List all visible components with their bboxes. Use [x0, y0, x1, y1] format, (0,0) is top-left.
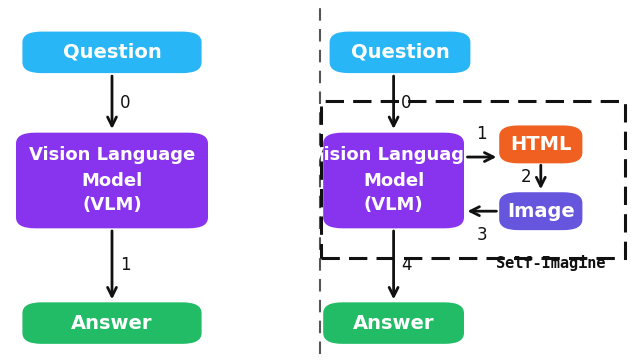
Text: Image: Image [507, 202, 575, 221]
Text: Question: Question [63, 43, 161, 62]
Text: HTML: HTML [510, 135, 572, 154]
FancyBboxPatch shape [323, 303, 464, 344]
FancyBboxPatch shape [499, 192, 582, 230]
Text: 0: 0 [401, 93, 412, 112]
Text: 4: 4 [401, 256, 412, 274]
FancyBboxPatch shape [499, 126, 582, 163]
FancyBboxPatch shape [330, 32, 470, 73]
Text: Vision Language
Model
(VLM): Vision Language Model (VLM) [29, 147, 195, 214]
Text: 1: 1 [120, 256, 131, 274]
FancyBboxPatch shape [323, 132, 464, 229]
FancyBboxPatch shape [22, 303, 202, 344]
Text: Self-Imagine: Self-Imagine [496, 255, 605, 270]
Text: 1: 1 [477, 125, 487, 143]
FancyBboxPatch shape [22, 32, 202, 73]
Text: 3: 3 [477, 226, 487, 244]
Text: Vision Language
Model
(VLM): Vision Language Model (VLM) [310, 147, 477, 214]
Text: Answer: Answer [353, 314, 435, 332]
Text: 2: 2 [520, 168, 531, 186]
Text: Answer: Answer [71, 314, 153, 332]
Text: 0: 0 [120, 93, 130, 112]
FancyBboxPatch shape [16, 132, 208, 229]
Text: Question: Question [351, 43, 449, 62]
